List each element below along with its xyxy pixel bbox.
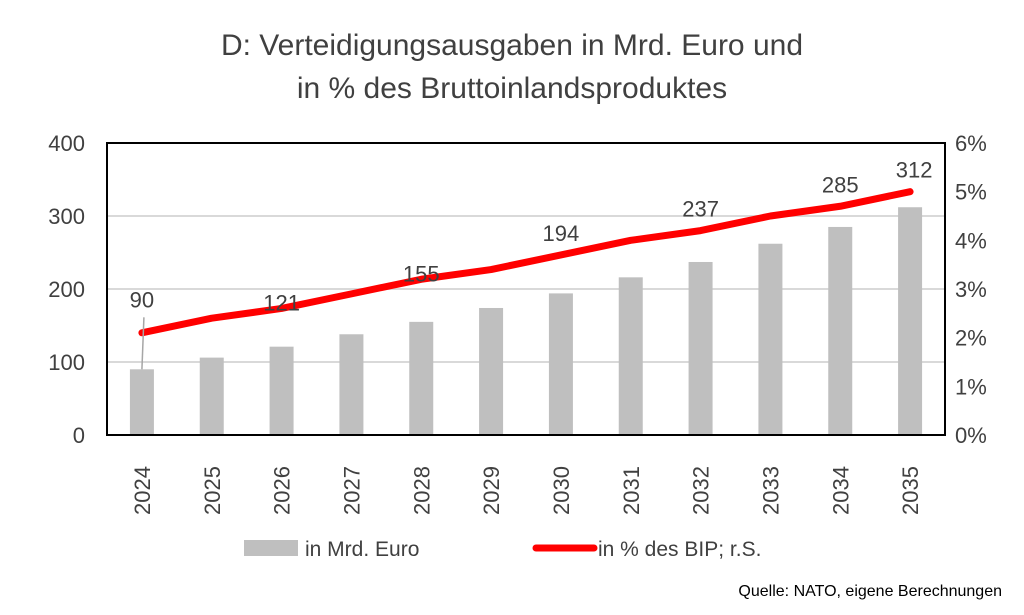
y-right-tick-label: 0% [955,423,987,448]
bar-2025 [199,357,224,435]
legend-swatch-bars [244,540,298,556]
data-label-2026: 121 [263,290,300,315]
data-label-2030: 194 [543,221,580,246]
bar-2034 [828,226,853,435]
line-series-bip [138,188,914,337]
chart-title-line-2: in % des Bruttoinlandsproduktes [297,72,727,105]
y-left-tick-label: 200 [48,277,85,302]
x-tick-label: 2033 [758,466,783,515]
bar-2031 [618,277,643,435]
y-left-tick-label: 300 [48,204,85,229]
x-tick-label: 2030 [549,466,574,515]
chart-title-line-1: D: Verteidigungsausgaben in Mrd. Euro un… [221,29,803,62]
data-label-2034: 285 [822,172,859,197]
data-label-2032: 237 [682,197,719,222]
y-right-tick-label: 5% [955,180,987,205]
bar-2033 [758,243,783,435]
legend-label-line: in % des BIP; r.S. [598,538,761,561]
y-right-tick-label: 4% [955,228,987,253]
bar-2024 [129,369,154,435]
legend: in Mrd. Euro in % des BIP; r.S. [244,538,761,561]
x-tick-label: 2024 [130,466,155,515]
bar-2035 [898,207,923,435]
bar-2028 [409,321,434,435]
y-left-tick-label: 100 [48,350,85,375]
y-left-tick-label: 0 [73,423,85,448]
x-tick-label: 2035 [898,466,923,515]
y-right-tick-label: 3% [955,277,987,302]
x-tick-label: 2025 [200,466,225,515]
bar-2029 [479,307,504,435]
bar-2027 [339,334,364,435]
x-tick-label: 2034 [828,466,853,515]
x-tick-label: 2026 [270,466,295,515]
y-left-tick-label: 400 [48,131,85,156]
x-tick-label: 2027 [339,466,364,515]
x-tick-label: 2031 [619,466,644,515]
x-tick-label: 2028 [409,466,434,515]
legend-label-bars: in Mrd. Euro [305,538,419,561]
bar-2030 [548,293,573,435]
data-label-2028: 155 [403,261,440,286]
data-label-2035: 312 [896,158,933,183]
data-label-2024: 90 [130,287,154,312]
y-right-tick-label: 2% [955,326,987,351]
bar-2026 [269,346,294,435]
y-right-tick-label: 1% [955,374,987,399]
bar-2032 [688,261,713,435]
leader-line [141,317,145,370]
plot-area-border [106,142,946,436]
y-right-tick-label: 6% [955,131,987,156]
x-tick-label: 2029 [479,466,504,515]
x-tick-label: 2032 [689,466,714,515]
source-note: Quelle: NATO, eigene Berechnungen [738,583,1002,600]
